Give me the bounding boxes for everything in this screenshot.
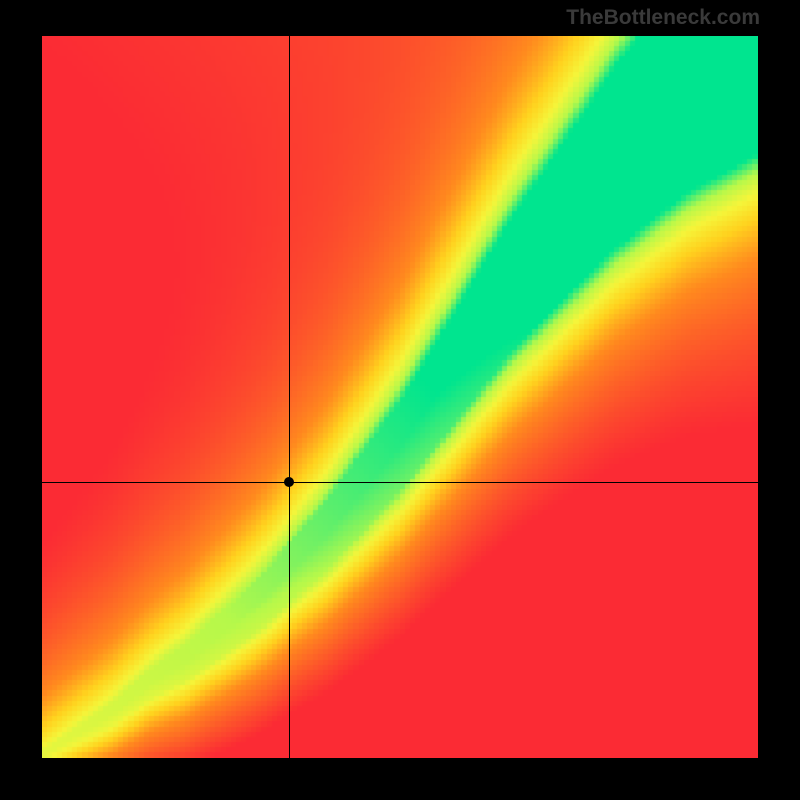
- crosshair-vertical: [289, 36, 290, 758]
- watermark-text: TheBottleneck.com: [566, 6, 760, 30]
- plot-area: [42, 36, 758, 758]
- chart-container: TheBottleneck.com: [0, 0, 800, 800]
- heatmap-canvas: [42, 36, 758, 758]
- crosshair-marker: [284, 477, 294, 487]
- crosshair-horizontal: [42, 482, 758, 483]
